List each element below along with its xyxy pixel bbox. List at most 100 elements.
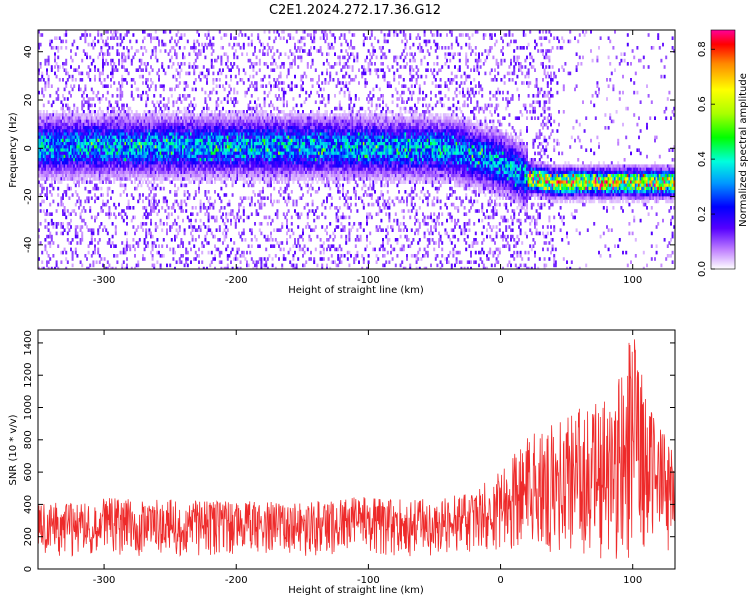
heatmap-cell (210, 65, 213, 69)
heatmap-cell (186, 263, 189, 268)
heatmap-cell (166, 142, 168, 146)
heatmap-cell (108, 170, 111, 175)
heatmap-cell (206, 46, 208, 50)
heatmap-cell (169, 39, 172, 44)
heatmap-cell (265, 260, 268, 264)
heatmap-cell (89, 55, 92, 60)
heatmap-cell (273, 180, 276, 184)
heatmap-cell (246, 129, 248, 133)
heatmap-cell (241, 145, 244, 149)
heatmap-cell (145, 164, 148, 168)
heatmap-cell (268, 145, 271, 149)
heatmap-cell (60, 222, 63, 226)
heatmap-cell (86, 148, 88, 152)
heatmap-cell (254, 110, 256, 114)
heatmap-cell (156, 113, 159, 117)
heatmap-cell (84, 142, 87, 146)
heatmap-cell (209, 170, 212, 175)
heatmap-cell (196, 148, 199, 152)
heatmap-cell (214, 254, 216, 258)
heatmap-cell (190, 119, 192, 124)
heatmap-cell (204, 142, 207, 146)
heatmap-cell (70, 186, 72, 191)
heatmap-cell (137, 142, 140, 146)
heatmap-cell (71, 193, 74, 197)
heatmap-cell (110, 126, 112, 130)
heatmap-cell (177, 151, 180, 156)
heatmap-cell (89, 142, 92, 146)
heatmap-cell (95, 126, 98, 130)
heatmap-cell (156, 260, 159, 264)
heatmap-cell (246, 126, 248, 130)
heatmap-cell (177, 113, 180, 117)
heatmap-cell (143, 122, 146, 127)
heatmap-cell (166, 138, 168, 143)
heatmap-cell (140, 148, 143, 152)
heatmap-cell (111, 33, 114, 37)
heatmap-cell (212, 36, 215, 40)
heatmap-cell (49, 116, 52, 120)
heatmap-cell (148, 170, 151, 175)
heatmap-cell (142, 126, 144, 130)
heatmap-cell (146, 170, 149, 175)
heatmap-cell (254, 158, 256, 162)
heatmap-cell (41, 113, 44, 117)
heatmap-cell (138, 145, 141, 149)
heatmap-cell (153, 266, 156, 269)
heatmap-cell (71, 129, 74, 133)
heatmap-cell (252, 138, 255, 143)
heatmap-cell (238, 167, 240, 172)
heatmap-cell (223, 113, 226, 117)
heatmap-cell (86, 132, 88, 136)
heatmap-cell (145, 113, 148, 117)
heatmap-cell (252, 142, 255, 146)
heatmap-cell (230, 209, 232, 213)
heatmap-cell (47, 62, 50, 66)
heatmap-cell (225, 138, 228, 143)
heatmap-cell (130, 161, 133, 165)
heatmap-cell (145, 158, 148, 162)
heatmap-cell (246, 132, 248, 136)
heatmap-cell (148, 228, 151, 232)
heatmap-cell (47, 158, 50, 162)
heatmap-cell (126, 135, 128, 140)
heatmap-cell (254, 142, 256, 146)
heatmap-cell (86, 170, 88, 175)
heatmap-cell (137, 241, 140, 245)
heatmap-cell (249, 138, 252, 143)
heatmap-cell (65, 164, 68, 168)
heatmap-cell (126, 103, 128, 108)
heatmap-cell (186, 190, 189, 194)
heatmap-cell (63, 87, 66, 92)
heatmap-cell (263, 122, 266, 127)
heatmap-cell (140, 62, 143, 66)
heatmap-cell (252, 116, 255, 120)
heatmap-cell (92, 97, 95, 101)
heatmap-cell (81, 126, 84, 130)
heatmap-cell (250, 183, 253, 188)
heatmap-cell (134, 151, 136, 156)
heatmap-cell (255, 103, 258, 108)
heatmap-cell (158, 129, 160, 133)
heatmap-cell (214, 135, 216, 140)
heatmap-cell (50, 65, 53, 69)
heatmap-cell (238, 42, 240, 47)
heatmap-cell (60, 199, 63, 204)
heatmap-cell (257, 132, 260, 136)
heatmap-cell (238, 177, 240, 181)
heatmap-cell (162, 199, 165, 204)
heatmap-cell (194, 257, 197, 261)
heatmap-cell (71, 238, 74, 242)
heatmap-cell (119, 122, 122, 127)
heatmap-cell (230, 138, 232, 143)
heatmap-cell (137, 170, 140, 175)
heatmap-cell (201, 116, 204, 120)
heatmap-cell (111, 170, 114, 175)
heatmap-cell (66, 177, 69, 181)
heatmap-cell (38, 71, 40, 76)
heatmap-cell (81, 158, 84, 162)
heatmap-cell (242, 212, 245, 216)
heatmap-cell (90, 154, 93, 159)
heatmap-cell (161, 132, 164, 136)
heatmap-cell (49, 234, 52, 239)
